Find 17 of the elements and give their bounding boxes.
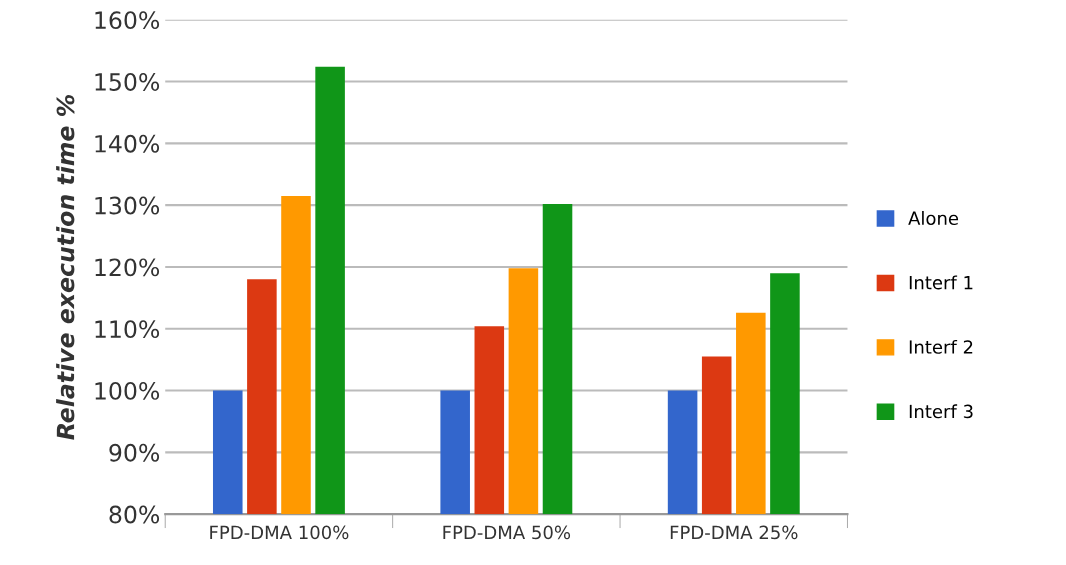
y-tick-label: 90% [109,443,160,462]
y-tick-label: 130% [95,196,160,215]
y-tick-label: 160% [95,11,160,30]
y-tick-label: 140% [95,134,160,153]
y-tick-label: 100% [95,382,160,400]
y-axis-title: Relative execution time % [56,94,75,440]
y-tick-label: 150% [95,73,160,91]
legend-label: Alone [908,211,959,226]
x-tick-label: FPD-DMA 100% [210,525,349,540]
y-tick-label: 110% [95,320,160,339]
x-tick-label: FPD-DMA 25% [670,525,798,540]
y-tick-label: 80% [109,505,160,524]
legend-label: Interf 2 [909,339,973,354]
x-tick-label: FPD-DMA 50% [443,525,571,540]
legend-label: Interf 3 [909,404,973,419]
y-tick-label: 120% [95,258,160,277]
legend-label: Interf 1 [909,275,973,290]
